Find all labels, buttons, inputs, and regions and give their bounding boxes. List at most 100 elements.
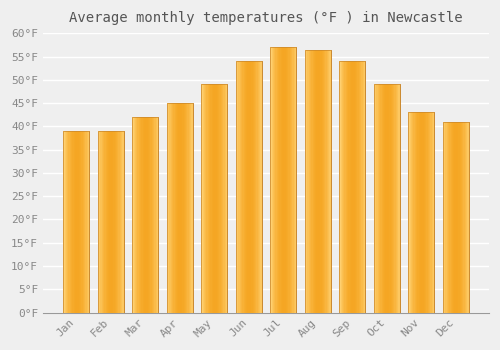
Bar bbox=[242, 61, 244, 313]
Bar bbox=[421, 112, 422, 313]
Bar bbox=[76, 131, 78, 313]
Bar bbox=[374, 84, 375, 313]
Bar bbox=[176, 103, 177, 313]
Bar bbox=[102, 131, 103, 313]
Bar bbox=[201, 84, 202, 313]
Bar bbox=[283, 47, 284, 313]
Bar bbox=[146, 117, 148, 313]
Bar bbox=[132, 117, 158, 313]
Bar bbox=[121, 131, 122, 313]
Bar bbox=[374, 84, 400, 313]
Bar bbox=[442, 122, 444, 313]
Bar bbox=[63, 131, 64, 313]
Bar bbox=[324, 49, 326, 313]
Bar bbox=[378, 84, 379, 313]
Bar bbox=[449, 122, 450, 313]
Bar bbox=[138, 117, 140, 313]
Bar bbox=[461, 122, 462, 313]
Bar bbox=[352, 61, 354, 313]
Bar bbox=[446, 122, 448, 313]
Bar bbox=[74, 131, 75, 313]
Bar bbox=[188, 103, 190, 313]
Bar bbox=[295, 47, 296, 313]
Bar bbox=[450, 122, 452, 313]
Bar bbox=[288, 47, 290, 313]
Bar bbox=[362, 61, 364, 313]
Bar bbox=[214, 84, 216, 313]
Bar bbox=[322, 49, 323, 313]
Bar bbox=[410, 112, 411, 313]
Bar bbox=[342, 61, 343, 313]
Bar bbox=[429, 112, 430, 313]
Bar bbox=[145, 117, 146, 313]
Bar bbox=[466, 122, 468, 313]
Bar bbox=[112, 131, 114, 313]
Bar bbox=[237, 61, 238, 313]
Bar bbox=[398, 84, 400, 313]
Bar bbox=[236, 61, 262, 313]
Bar bbox=[414, 112, 416, 313]
Bar bbox=[71, 131, 72, 313]
Bar bbox=[149, 117, 150, 313]
Bar bbox=[140, 117, 141, 313]
Bar bbox=[168, 103, 170, 313]
Bar bbox=[272, 47, 273, 313]
Bar bbox=[136, 117, 138, 313]
Bar bbox=[132, 117, 134, 313]
Bar bbox=[343, 61, 344, 313]
Bar bbox=[68, 131, 70, 313]
Bar bbox=[79, 131, 80, 313]
Bar bbox=[108, 131, 110, 313]
Bar bbox=[462, 122, 464, 313]
Bar bbox=[205, 84, 206, 313]
Bar bbox=[70, 131, 71, 313]
Bar bbox=[148, 117, 149, 313]
Bar bbox=[154, 117, 156, 313]
Bar bbox=[256, 61, 258, 313]
Bar bbox=[75, 131, 76, 313]
Bar bbox=[456, 122, 457, 313]
Bar bbox=[356, 61, 358, 313]
Bar bbox=[166, 103, 192, 313]
Bar bbox=[157, 117, 158, 313]
Bar bbox=[226, 84, 227, 313]
Bar bbox=[418, 112, 420, 313]
Bar bbox=[428, 112, 429, 313]
Bar bbox=[208, 84, 209, 313]
Bar bbox=[98, 131, 124, 313]
Bar bbox=[134, 117, 135, 313]
Bar bbox=[217, 84, 218, 313]
Bar bbox=[67, 131, 68, 313]
Bar bbox=[383, 84, 384, 313]
Bar bbox=[348, 61, 350, 313]
Bar bbox=[132, 117, 158, 313]
Bar bbox=[210, 84, 212, 313]
Bar bbox=[213, 84, 214, 313]
Bar bbox=[422, 112, 424, 313]
Bar bbox=[304, 49, 306, 313]
Bar bbox=[433, 112, 434, 313]
Bar bbox=[72, 131, 74, 313]
Bar bbox=[98, 131, 99, 313]
Bar bbox=[78, 131, 79, 313]
Bar bbox=[290, 47, 291, 313]
Bar bbox=[278, 47, 280, 313]
Bar bbox=[408, 112, 410, 313]
Bar bbox=[416, 112, 418, 313]
Bar bbox=[408, 112, 434, 313]
Bar bbox=[276, 47, 278, 313]
Bar bbox=[103, 131, 104, 313]
Bar bbox=[453, 122, 454, 313]
Bar bbox=[248, 61, 250, 313]
Bar bbox=[212, 84, 213, 313]
Bar bbox=[287, 47, 288, 313]
Bar bbox=[291, 47, 292, 313]
Bar bbox=[310, 49, 311, 313]
Bar bbox=[246, 61, 248, 313]
Bar bbox=[312, 49, 314, 313]
Bar bbox=[216, 84, 217, 313]
Bar bbox=[201, 84, 227, 313]
Bar bbox=[206, 84, 208, 313]
Bar bbox=[346, 61, 347, 313]
Bar bbox=[432, 112, 433, 313]
